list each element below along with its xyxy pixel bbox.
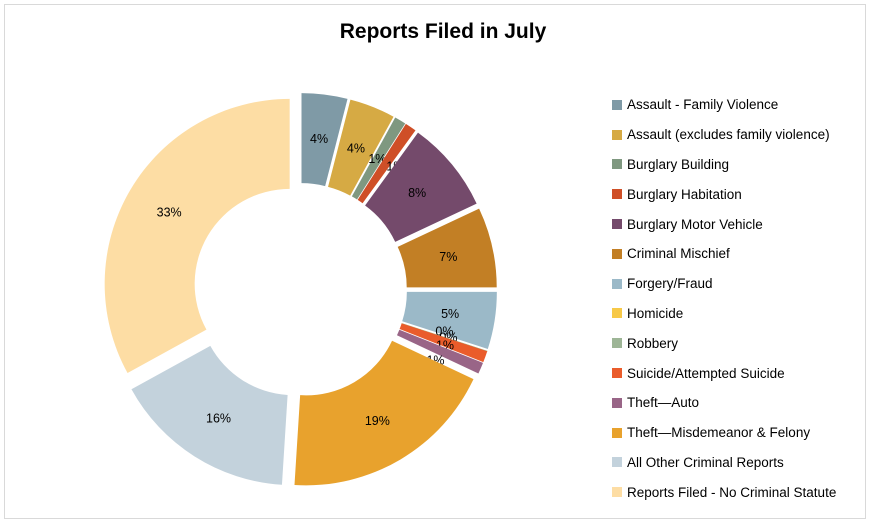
legend-label: Forgery/Fraud <box>627 276 713 292</box>
legend-swatch <box>612 338 622 349</box>
slice-data-label: 4% <box>347 142 365 156</box>
legend-label: Burglary Building <box>627 156 730 172</box>
donut-slice <box>328 99 394 196</box>
legend-label: Theft—Misdemeanor & Felony <box>627 425 811 441</box>
chart-title: Reports Filed in July <box>339 20 547 43</box>
legend-item: All Other Criminal Reports <box>612 448 862 478</box>
donut-slice <box>397 208 497 288</box>
legend-label: Suicide/Attempted Suicide <box>627 365 785 381</box>
donut-slice <box>104 98 290 374</box>
donut-slice <box>294 340 474 486</box>
slice-data-label: 4% <box>310 132 328 146</box>
legend-label: All Other Criminal Reports <box>627 454 784 470</box>
slice-data-label: 7% <box>439 250 457 264</box>
legend-item: Assault (excludes family violence) <box>612 120 862 150</box>
legend-item: Suicide/Attempted Suicide <box>612 358 862 388</box>
legend-swatch <box>612 189 622 200</box>
slice-data-label: 16% <box>206 411 231 425</box>
legend-swatch <box>612 129 622 140</box>
donut-slice <box>301 93 348 187</box>
donut-slice <box>402 291 497 350</box>
legend-item: Criminal Mischief <box>612 239 862 269</box>
legend-swatch <box>612 487 622 498</box>
legend-swatch <box>612 219 622 230</box>
slice-data-label: 33% <box>157 206 182 220</box>
legend-swatch <box>612 99 622 110</box>
legend-swatch <box>612 159 622 170</box>
donut-slice <box>131 345 288 485</box>
legend-swatch <box>612 278 622 289</box>
slice-data-label: 19% <box>365 414 390 428</box>
legend-item: Burglary Motor Vehicle <box>612 209 862 239</box>
slice-data-label: 0% <box>435 324 453 338</box>
legend-item: Forgery/Fraud <box>612 269 862 299</box>
legend-swatch <box>612 308 622 319</box>
legend-swatch <box>612 248 622 259</box>
slice-data-label: 5% <box>441 307 459 321</box>
donut-slice <box>396 329 484 374</box>
legend-item: Burglary Building <box>612 150 862 180</box>
legend-label: Assault - Family Violence <box>627 97 779 113</box>
legend-label: Burglary Habitation <box>627 186 742 202</box>
legend-label: Theft—Auto <box>627 395 700 411</box>
legend-item: Assault - Family Violence <box>612 90 862 120</box>
legend-swatch <box>612 368 622 379</box>
legend-label: Assault (excludes family violence) <box>627 127 830 143</box>
legend-item: Robbery <box>612 328 862 358</box>
chart-legend: Assault - Family Violence Assault (exclud… <box>612 90 862 507</box>
legend-item: Reports Filed - No Criminal Statute <box>612 477 862 507</box>
legend-label: Homicide <box>627 305 684 321</box>
legend-label: Robbery <box>627 335 679 351</box>
donut-slice <box>357 123 416 204</box>
legend-item: Theft—Auto <box>612 388 862 418</box>
legend-item: Burglary Habitation <box>612 179 862 209</box>
donut-slice <box>399 323 488 363</box>
legend-item: Homicide <box>612 299 862 329</box>
legend-swatch <box>612 427 622 438</box>
slice-data-label: 8% <box>408 186 426 200</box>
legend-label: Burglary Motor Vehicle <box>627 216 763 232</box>
donut-slice <box>365 132 477 242</box>
legend-label: Reports Filed - No Criminal Statute <box>627 484 837 500</box>
legend-item: Theft—Misdemeanor & Felony <box>612 418 862 448</box>
legend-swatch <box>612 397 622 408</box>
legend-label: Criminal Mischief <box>627 246 730 262</box>
legend-swatch <box>612 457 622 468</box>
donut-slice <box>351 117 406 200</box>
